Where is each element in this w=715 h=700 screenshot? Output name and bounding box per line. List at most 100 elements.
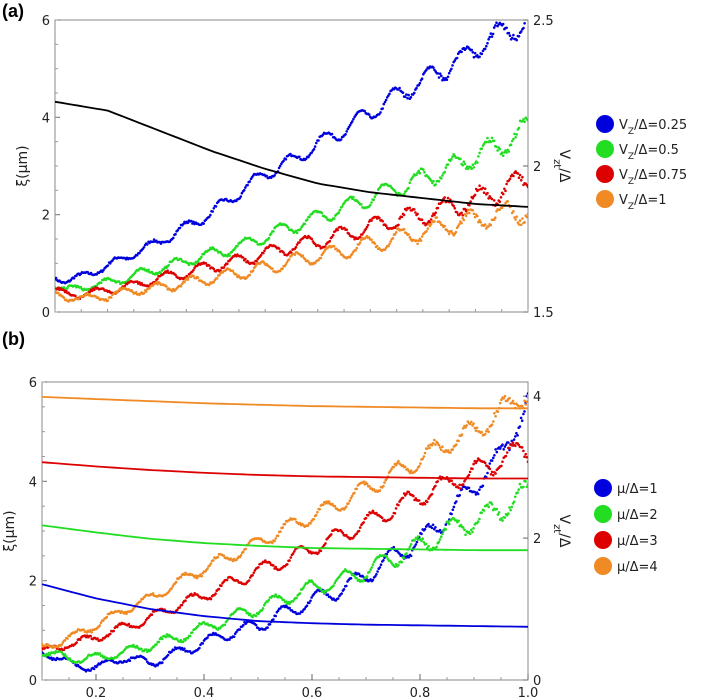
data-point: [420, 235, 424, 238]
data-point: [338, 250, 342, 254]
data-point: [514, 435, 517, 438]
data-point: [222, 266, 226, 269]
data-point: [272, 230, 275, 233]
legend-marker: [594, 557, 612, 575]
data-point: [493, 411, 496, 415]
legend-label: μ/Δ=1: [617, 482, 658, 497]
data-point: [68, 634, 72, 638]
data-point: [352, 117, 355, 121]
data-point: [349, 571, 353, 574]
data-point: [278, 269, 282, 273]
data-point: [98, 624, 102, 627]
data-point: [351, 252, 354, 256]
data-point: [319, 549, 323, 553]
data-point: [421, 457, 425, 461]
data-point: [342, 588, 346, 591]
data-point: [422, 455, 426, 458]
x-tick-label: 0.4: [194, 686, 215, 700]
data-point: [434, 526, 437, 529]
data-point: [408, 235, 412, 239]
data-point: [293, 550, 296, 553]
data-point: [422, 168, 425, 171]
data-point: [379, 111, 382, 114]
data-point: [209, 213, 212, 217]
data-point: [492, 420, 495, 423]
data-point: [99, 621, 103, 624]
data-point: [488, 467, 492, 471]
data-point: [373, 195, 377, 199]
data-point: [455, 211, 459, 214]
data-point: [402, 492, 406, 495]
data-point: [497, 511, 501, 514]
data-point: [446, 449, 450, 452]
x-tick-label: 1.0: [518, 686, 539, 700]
data-point: [360, 238, 363, 242]
data-point: [382, 559, 385, 562]
data-point: [266, 626, 269, 629]
data-point: [274, 537, 278, 540]
data-point: [473, 215, 477, 219]
data-point: [308, 215, 311, 219]
data-point: [511, 399, 515, 403]
data-point: [284, 600, 288, 603]
data-point: [463, 162, 467, 166]
data-point: [405, 492, 408, 496]
data-point: [288, 602, 291, 606]
data-point: [255, 240, 258, 244]
data-point: [282, 159, 285, 163]
data-point: [176, 608, 179, 612]
data-point: [44, 654, 47, 658]
data-point: [369, 568, 372, 571]
data-point: [472, 527, 475, 530]
data-point: [415, 86, 418, 90]
data-point: [498, 401, 502, 405]
data-point: [508, 446, 511, 450]
data-point: [106, 264, 110, 267]
data-point: [511, 441, 515, 445]
data-point: [394, 507, 398, 510]
data-point: [62, 296, 66, 300]
data-point: [487, 465, 491, 469]
data-point: [186, 278, 190, 281]
data-point: [372, 488, 376, 491]
data-point: [372, 198, 376, 201]
data-point: [348, 255, 352, 259]
data-point: [378, 566, 382, 569]
legend-label: VZ/Δ=0.25: [619, 118, 687, 137]
data-point: [201, 642, 205, 645]
data-point: [383, 100, 387, 104]
data-point: [208, 564, 212, 567]
data-point: [404, 465, 407, 469]
data-point: [485, 140, 488, 144]
data-point: [242, 550, 245, 554]
data-point: [273, 595, 276, 598]
data-point: [501, 22, 505, 26]
data-point: [464, 533, 467, 537]
legend-label: VZ/Δ=1: [619, 193, 667, 212]
data-point: [474, 429, 478, 432]
data-point: [512, 402, 516, 405]
data-point: [470, 420, 473, 424]
data-point: [277, 166, 281, 170]
data-point: [446, 75, 450, 79]
data-point: [391, 237, 395, 240]
data-point: [62, 648, 66, 652]
data-point: [286, 563, 289, 566]
data-point: [50, 656, 53, 659]
data-point: [330, 132, 334, 136]
data-point: [407, 93, 410, 97]
data-point: [192, 594, 195, 597]
data-point: [358, 241, 362, 244]
data-point: [102, 268, 105, 272]
data-point: [417, 465, 421, 468]
data-point: [517, 404, 520, 408]
data-point: [263, 249, 266, 253]
data-point: [398, 86, 401, 90]
data-point: [241, 256, 245, 259]
data-point: [526, 119, 528, 122]
data-point: [523, 455, 526, 459]
data-point: [471, 467, 474, 471]
data-point: [418, 171, 422, 175]
data-point: [254, 614, 258, 618]
data-point: [478, 218, 481, 222]
